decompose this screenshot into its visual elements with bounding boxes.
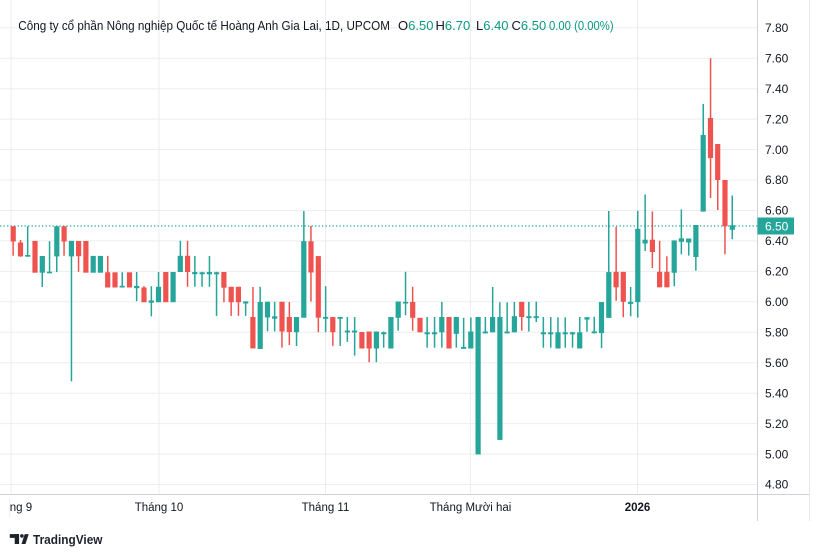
svg-text:6.40: 6.40 [765,234,789,248]
svg-text:4.80: 4.80 [765,478,789,492]
svg-text:Công ty cổ phần Nông nghiệp Qu: Công ty cổ phần Nông nghiệp Quốc tế Hoàn… [18,19,390,33]
svg-text:6.20: 6.20 [765,265,789,279]
svg-text:Tháng 11: Tháng 11 [302,502,350,514]
svg-text:2026: 2026 [625,502,651,514]
svg-text:7.80: 7.80 [765,21,789,35]
svg-text:C6.50: C6.50 [512,18,547,33]
svg-text:O6.50: O6.50 [398,18,433,33]
svg-text:Tháng Mười hai: Tháng Mười hai [430,502,512,514]
svg-text:5.60: 5.60 [765,356,789,370]
svg-text:7.40: 7.40 [765,82,789,96]
svg-text:7.20: 7.20 [765,112,789,126]
svg-text:6.50: 6.50 [765,220,789,234]
svg-text:6.00: 6.00 [765,295,789,309]
svg-text:TradingView: TradingView [33,532,103,547]
svg-text:0.00 (0.00%): 0.00 (0.00%) [549,18,614,33]
svg-text:Tháng 9: Tháng 9 [0,502,32,514]
svg-text:7.00: 7.00 [765,143,789,157]
svg-text:L6.40: L6.40 [476,18,509,33]
svg-text:5.20: 5.20 [765,417,789,431]
svg-text:6.60: 6.60 [765,204,789,218]
svg-text:Tháng 10: Tháng 10 [135,502,184,514]
svg-text:6.80: 6.80 [765,173,789,187]
svg-text:5.80: 5.80 [765,326,789,340]
svg-text:7.60: 7.60 [765,51,789,65]
svg-text:H6.70: H6.70 [436,18,471,33]
svg-text:5.00: 5.00 [765,447,789,461]
svg-text:5.40: 5.40 [765,386,789,400]
